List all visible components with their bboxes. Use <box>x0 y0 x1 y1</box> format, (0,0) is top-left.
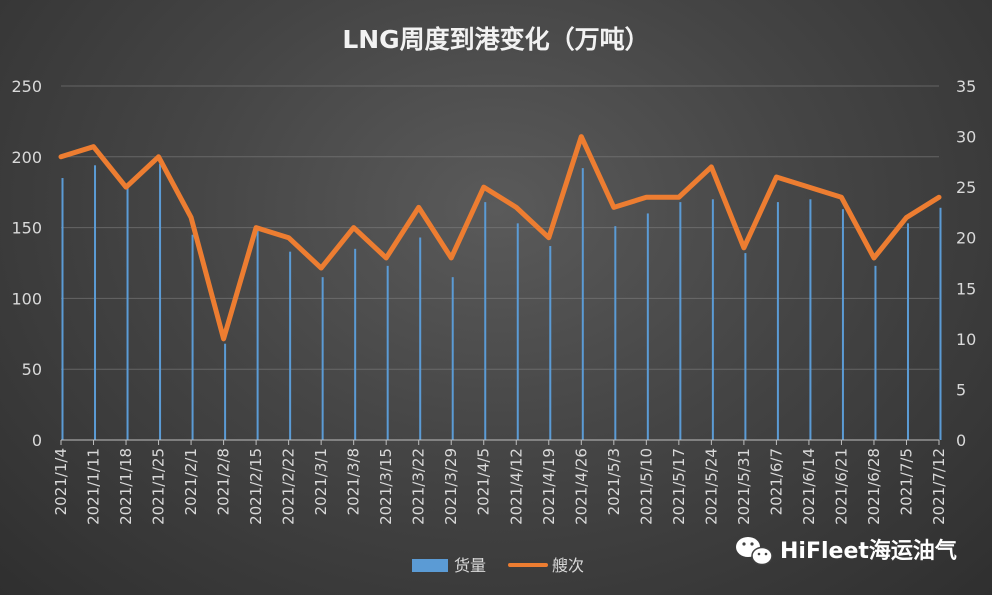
bar <box>744 253 747 440</box>
x-tick-label: 2021/6/21 <box>832 448 850 525</box>
right-tick-label: 30 <box>956 128 976 147</box>
x-tick-label: 2021/5/31 <box>735 448 753 525</box>
bar <box>874 265 877 440</box>
bar <box>809 199 812 440</box>
x-tick-label: 2021/3/8 <box>345 448 363 515</box>
left-tick-label: 0 <box>32 431 42 450</box>
axes: 0 50 100 150 200 250 0 5 10 15 20 25 30 35 2021/1/4 202… <box>11 77 976 525</box>
legend-label-cargo: 货量 <box>454 556 486 575</box>
x-tick-label: 2021/5/3 <box>605 448 623 515</box>
bar <box>646 213 649 440</box>
bar <box>386 265 389 440</box>
x-tick-label: 2021/1/18 <box>117 448 135 525</box>
bar <box>939 207 942 440</box>
bar <box>711 199 714 440</box>
x-tick-label: 2021/1/25 <box>150 448 168 525</box>
bar <box>419 237 422 440</box>
x-tick-label: 2021/3/29 <box>442 448 460 525</box>
bar <box>289 251 292 440</box>
bar <box>581 168 584 441</box>
x-tick-label: 2021/4/5 <box>475 448 493 515</box>
bar <box>354 248 357 440</box>
left-tick-label: 250 <box>11 77 42 96</box>
bar <box>61 178 64 441</box>
x-tick-label: 2021/5/10 <box>637 448 655 525</box>
legend: 货量 艘次 <box>412 556 584 575</box>
bar <box>549 246 552 440</box>
bar <box>841 209 844 440</box>
left-tick-label: 50 <box>22 360 42 379</box>
gridlines <box>61 85 939 370</box>
x-tick-label: 2021/2/15 <box>247 448 265 525</box>
x-tick-label: 2021/3/15 <box>377 448 395 525</box>
x-tick-label: 2021/6/7 <box>767 448 785 515</box>
bar <box>126 187 129 440</box>
x-tick-label: 2021/7/5 <box>897 448 915 515</box>
x-tick-label: 2021/3/22 <box>410 448 428 525</box>
bar <box>256 227 259 440</box>
legend-swatch-cargo <box>412 559 448 572</box>
right-tick-label: 15 <box>956 279 976 298</box>
x-tick-label: 2021/4/19 <box>540 448 558 525</box>
bar <box>321 277 324 440</box>
bar <box>94 165 97 440</box>
bar <box>679 202 682 440</box>
x-tick-label: 2021/1/4 <box>52 448 70 515</box>
bar <box>224 343 227 440</box>
bar-series <box>61 163 942 441</box>
bar <box>614 226 617 440</box>
watermark-text: HiFleet海运油气 <box>780 538 957 564</box>
x-tick-label: 2021/5/17 <box>670 448 688 525</box>
x-tick-label: 2021/3/1 <box>312 448 330 515</box>
right-tick-label: 25 <box>956 178 976 197</box>
right-tick-label: 10 <box>956 330 976 349</box>
left-tick-label: 200 <box>11 148 42 167</box>
x-tick-label: 2021/6/28 <box>865 448 883 525</box>
x-tick-label: 2021/7/12 <box>930 448 948 525</box>
watermark: HiFleet海运油气 <box>736 537 957 566</box>
bar <box>484 202 487 440</box>
x-tick-label: 2021/1/11 <box>85 448 103 525</box>
legend-label-calls: 艘次 <box>552 556 584 575</box>
x-tick-label: 2021/4/26 <box>572 448 590 525</box>
x-tick-label: 2021/4/12 <box>507 448 525 525</box>
bar <box>191 234 194 440</box>
bar <box>516 223 519 440</box>
x-tick-label: 2021/6/14 <box>800 448 818 525</box>
bar <box>906 223 909 440</box>
right-tick-label: 0 <box>956 431 966 450</box>
chart-title: LNG周度到港变化（万吨） <box>342 25 649 54</box>
right-tick-label: 35 <box>956 77 976 96</box>
bar <box>776 202 779 440</box>
x-tick-label: 2021/2/22 <box>280 448 298 525</box>
wechat-icon <box>736 537 773 566</box>
line-series <box>58 134 942 342</box>
bar <box>451 277 454 440</box>
x-tick-label: 2021/2/1 <box>182 448 200 515</box>
left-tick-label: 150 <box>11 219 42 238</box>
x-tick-label: 2021/5/24 <box>702 448 720 525</box>
bar <box>159 163 162 440</box>
right-tick-label: 5 <box>956 380 966 399</box>
left-tick-label: 100 <box>11 289 42 308</box>
x-tick-label: 2021/2/8 <box>215 448 233 515</box>
line-path <box>58 134 942 342</box>
right-tick-label: 20 <box>956 229 976 248</box>
